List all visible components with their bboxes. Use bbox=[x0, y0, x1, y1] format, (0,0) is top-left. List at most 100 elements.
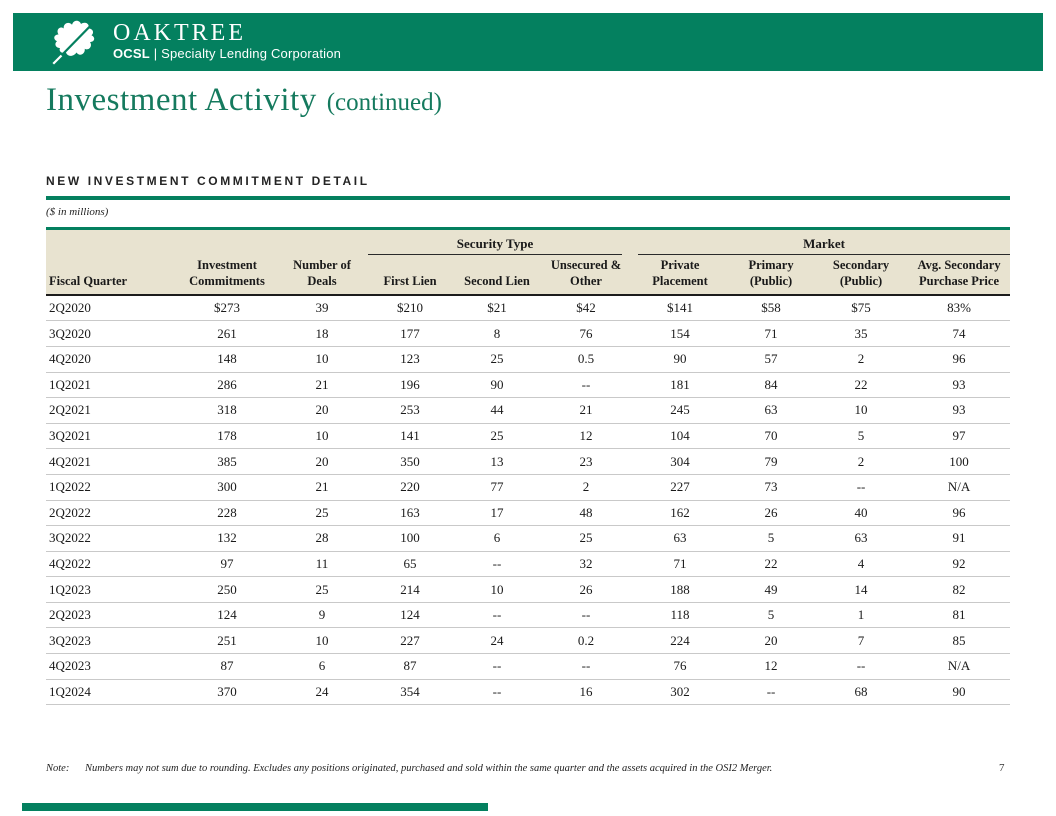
value-cell: 90 bbox=[908, 679, 1011, 706]
units-note: ($ in millions) bbox=[46, 206, 109, 218]
value-cell: 163 bbox=[366, 500, 454, 527]
logo-subtitle: OCSL | Specialty Lending Corporation bbox=[113, 46, 341, 62]
col-header-private-placement: Private Placement bbox=[632, 255, 729, 297]
logo-company-name: Specialty Lending Corporation bbox=[161, 46, 342, 62]
value-cell: 0.2 bbox=[540, 627, 633, 655]
table-column-header-row: Fiscal Quarter Investment Commitments Nu… bbox=[46, 255, 1011, 297]
fiscal-quarter-cell: 3Q2023 bbox=[46, 627, 176, 655]
value-cell: 104 bbox=[632, 423, 729, 450]
fiscal-quarter-cell: 4Q2021 bbox=[46, 448, 176, 475]
value-cell: 162 bbox=[632, 500, 729, 527]
value-cell: 81 bbox=[908, 602, 1011, 629]
value-cell: 97 bbox=[176, 551, 278, 578]
value-cell: 63 bbox=[728, 397, 815, 424]
oak-leaf-icon bbox=[51, 18, 99, 66]
section-heading: NEW INVESTMENT COMMITMENT DETAIL bbox=[46, 174, 370, 188]
value-cell: 132 bbox=[176, 525, 278, 552]
value-cell: 20 bbox=[278, 397, 366, 424]
table-row: 1Q2021 286 21 196 90 -- 181 84 22 93 bbox=[46, 372, 1011, 399]
value-cell: 302 bbox=[632, 679, 729, 706]
value-cell: 23 bbox=[540, 448, 633, 475]
commitment-table: Security Type Market Fiscal Quarter Inve… bbox=[46, 227, 1011, 706]
value-cell: 5 bbox=[728, 525, 815, 552]
value-cell: $141 bbox=[632, 295, 729, 322]
logo-title: OAKTREE bbox=[113, 20, 246, 47]
value-cell: 17 bbox=[454, 500, 540, 527]
value-cell: N/A bbox=[908, 474, 1011, 501]
col-header-primary-public: Primary (Public) bbox=[728, 255, 815, 297]
value-cell: 123 bbox=[366, 346, 454, 373]
logo-ticker: OCSL bbox=[113, 46, 150, 62]
value-cell: -- bbox=[454, 602, 540, 629]
value-cell: 14 bbox=[814, 576, 909, 603]
value-cell: 96 bbox=[908, 500, 1011, 527]
value-cell: 70 bbox=[728, 423, 815, 450]
page-title-main: Investment Activity bbox=[46, 82, 317, 118]
value-cell: 25 bbox=[454, 346, 540, 373]
table-row: 2Q2023 124 9 124 -- -- 118 5 1 81 bbox=[46, 602, 1011, 629]
value-cell: 25 bbox=[278, 576, 366, 603]
table-row: 3Q2023 251 10 227 24 0.2 224 20 7 85 bbox=[46, 627, 1011, 655]
value-cell: -- bbox=[454, 679, 540, 706]
value-cell: 1 bbox=[814, 602, 909, 629]
table-row: 4Q2021 385 20 350 13 23 304 79 2 100 bbox=[46, 448, 1011, 475]
value-cell: 93 bbox=[908, 372, 1011, 399]
value-cell: 57 bbox=[728, 346, 815, 373]
value-cell: 154 bbox=[632, 320, 729, 347]
value-cell: 21 bbox=[540, 397, 633, 424]
value-cell: -- bbox=[540, 372, 633, 399]
value-cell: 16 bbox=[540, 679, 633, 706]
value-cell: 20 bbox=[728, 627, 815, 655]
footnote-label: Note: bbox=[46, 763, 70, 774]
col-header-second-lien: Second Lien bbox=[454, 255, 540, 297]
value-cell: 74 bbox=[908, 320, 1011, 347]
fiscal-quarter-cell: 1Q2021 bbox=[46, 372, 176, 399]
value-cell: N/A bbox=[908, 653, 1011, 680]
value-cell: 251 bbox=[176, 627, 278, 655]
value-cell: 65 bbox=[366, 551, 454, 578]
group-header-market: Market bbox=[632, 228, 1011, 255]
value-cell: 87 bbox=[176, 653, 278, 680]
value-cell: 25 bbox=[278, 500, 366, 527]
value-cell: 318 bbox=[176, 397, 278, 424]
value-cell: $273 bbox=[176, 295, 278, 322]
value-cell: 224 bbox=[632, 627, 729, 655]
group-header-security-type: Security Type bbox=[366, 228, 633, 255]
value-cell: 10 bbox=[454, 576, 540, 603]
value-cell: 39 bbox=[278, 295, 366, 322]
group-label-market: Market bbox=[638, 236, 1011, 255]
value-cell: 26 bbox=[728, 500, 815, 527]
value-cell: 2 bbox=[814, 448, 909, 475]
table-row: 1Q2024 370 24 354 -- 16 302 -- 68 90 bbox=[46, 679, 1011, 706]
value-cell: 92 bbox=[908, 551, 1011, 578]
value-cell: 227 bbox=[632, 474, 729, 501]
value-cell: 8 bbox=[454, 320, 540, 347]
value-cell: -- bbox=[454, 551, 540, 578]
col-header-investment-commitments: Investment Commitments bbox=[176, 255, 278, 297]
fiscal-quarter-cell: 3Q2022 bbox=[46, 525, 176, 552]
value-cell: 11 bbox=[278, 551, 366, 578]
fiscal-quarter-cell: 4Q2020 bbox=[46, 346, 176, 373]
table-row: 3Q2021 178 10 141 25 12 104 70 5 97 bbox=[46, 423, 1011, 450]
col-header-avg-secondary-purchase-price: Avg. Secondary Purchase Price bbox=[908, 255, 1011, 297]
value-cell: 96 bbox=[908, 346, 1011, 373]
value-cell: 124 bbox=[366, 602, 454, 629]
value-cell: 22 bbox=[814, 372, 909, 399]
value-cell: 177 bbox=[366, 320, 454, 347]
value-cell: 85 bbox=[908, 627, 1011, 655]
table-row: 4Q2020 148 10 123 25 0.5 90 57 2 96 bbox=[46, 346, 1011, 373]
col-header-number-of-deals: Number of Deals bbox=[278, 255, 366, 297]
value-cell: 6 bbox=[454, 525, 540, 552]
value-cell: 196 bbox=[366, 372, 454, 399]
value-cell: 13 bbox=[454, 448, 540, 475]
value-cell: 6 bbox=[278, 653, 366, 680]
fiscal-quarter-cell: 2Q2020 bbox=[46, 295, 176, 322]
section-divider-rule bbox=[46, 196, 1010, 200]
value-cell: 76 bbox=[632, 653, 729, 680]
fiscal-quarter-cell: 1Q2023 bbox=[46, 576, 176, 603]
value-cell: 181 bbox=[632, 372, 729, 399]
value-cell: 370 bbox=[176, 679, 278, 706]
value-cell: 73 bbox=[728, 474, 815, 501]
value-cell: -- bbox=[814, 653, 909, 680]
col-header-first-lien: First Lien bbox=[366, 255, 454, 297]
